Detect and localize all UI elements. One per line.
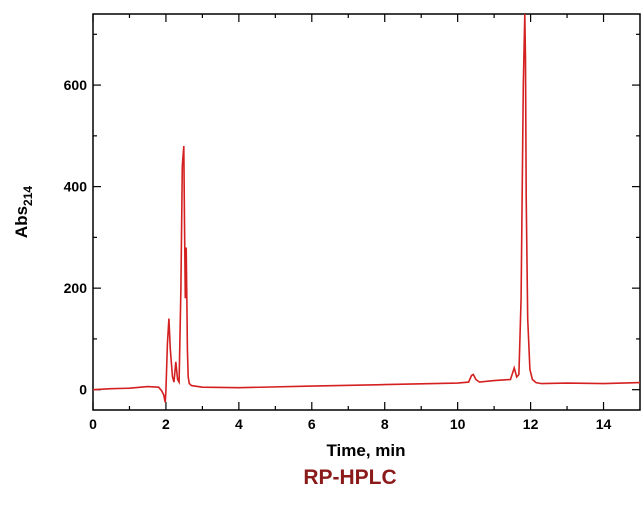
x-tick-label: 4 — [235, 416, 243, 432]
y-axis-title-main: Abs — [12, 206, 31, 238]
x-tick-label: 8 — [381, 416, 389, 432]
y-tick-label: 400 — [64, 179, 88, 195]
absorbance-trace — [93, 14, 640, 403]
x-tick-label: 0 — [89, 416, 97, 432]
plot-area-frame — [92, 13, 641, 411]
y-tick-label: 0 — [79, 382, 87, 398]
x-axis-title: Time, min — [326, 441, 405, 460]
x-tick-label: 10 — [450, 416, 466, 432]
x-tick-label: 14 — [596, 416, 612, 432]
figure-caption: RP-HPLC — [303, 466, 397, 489]
y-tick-label: 200 — [64, 280, 88, 296]
y-tick-label: 600 — [64, 77, 88, 93]
y-axis-title-subscript: 214 — [21, 186, 35, 206]
y-axis-title: Abs214 — [12, 186, 35, 238]
x-tick-label: 2 — [162, 416, 170, 432]
x-tick-label: 12 — [523, 416, 539, 432]
x-tick-label: 6 — [308, 416, 316, 432]
